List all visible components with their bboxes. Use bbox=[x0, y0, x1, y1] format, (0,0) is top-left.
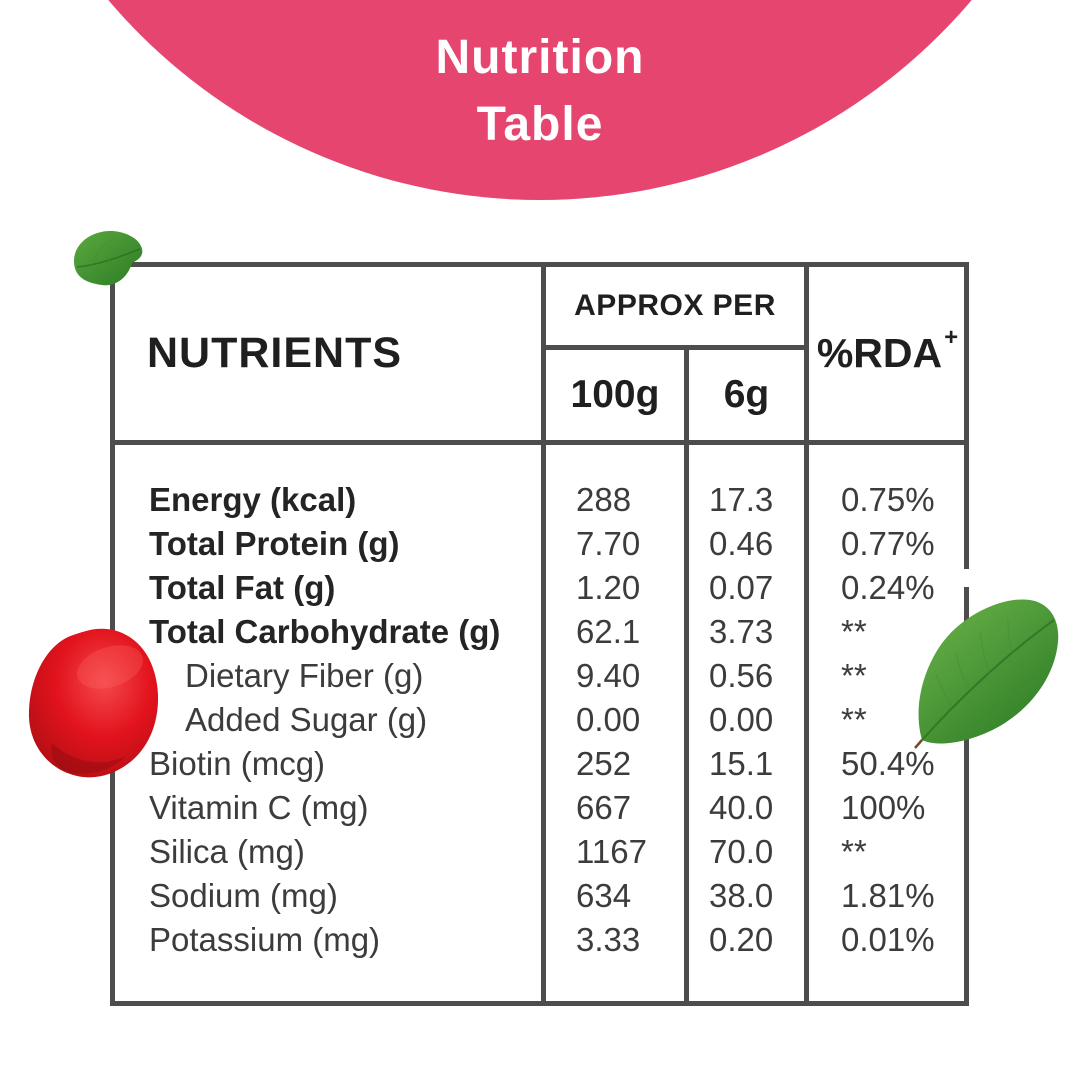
nutrient-label: Silica (mg) bbox=[149, 833, 305, 870]
value-per-100g: 1167 bbox=[576, 833, 647, 870]
leaf-image-top-left bbox=[74, 231, 143, 286]
nutrient-label: Total Protein (g) bbox=[149, 525, 400, 562]
nutrient-label: Sodium (mg) bbox=[149, 877, 338, 914]
value-rda: 0.01% bbox=[841, 921, 935, 958]
value-per-6g: 0.00 bbox=[709, 701, 774, 738]
value-rda: ** bbox=[841, 701, 867, 738]
nutrient-label: Dietary Fiber (g) bbox=[185, 657, 424, 694]
border-gap bbox=[959, 569, 976, 587]
table-row: Biotin (mcg) 252 15.1 50.4% bbox=[115, 742, 964, 786]
header-nutrients: NUTRIENTS bbox=[147, 329, 403, 377]
table-row: Vitamin C (mg) 667 40.0 100% bbox=[115, 786, 964, 830]
value-rda: 0.24% bbox=[841, 569, 935, 606]
value-rda: ** bbox=[841, 833, 867, 870]
value-per-100g: 3.33 bbox=[576, 921, 641, 958]
value-per-100g: 62.1 bbox=[576, 613, 641, 650]
value-per-100g: 252 bbox=[576, 745, 632, 782]
value-per-100g: 288 bbox=[576, 481, 632, 518]
page-title-line2: Table bbox=[476, 98, 604, 151]
value-rda: 1.81% bbox=[841, 877, 935, 914]
table-row: Added Sugar (g) 0.00 0.00 ** bbox=[115, 698, 964, 742]
value-per-6g: 0.07 bbox=[709, 569, 774, 606]
table-row: Dietary Fiber (g) 9.40 0.56 ** bbox=[115, 654, 964, 698]
value-per-6g: 0.56 bbox=[709, 657, 774, 694]
table-body: Energy (kcal) 288 17.3 0.75% Total Prote… bbox=[115, 478, 964, 962]
nutrition-table: NUTRIENTS APPROX PER 100g 6g %RDA + Energ… bbox=[110, 262, 969, 1006]
value-per-100g: 634 bbox=[576, 877, 632, 914]
nutrient-label: Potassium (mg) bbox=[149, 921, 381, 958]
leaf-image-right bbox=[914, 599, 1059, 749]
value-per-6g: 0.46 bbox=[709, 525, 774, 562]
header-per-6g: 6g bbox=[723, 373, 770, 416]
value-per-6g: 17.3 bbox=[709, 481, 774, 518]
nutrient-label: Vitamin C (mg) bbox=[149, 789, 369, 826]
table-row: Energy (kcal) 288 17.3 0.75% bbox=[115, 478, 964, 522]
page-title-line1: Nutrition bbox=[435, 31, 645, 84]
value-rda: 0.75% bbox=[841, 481, 935, 518]
value-rda: 0.77% bbox=[841, 525, 935, 562]
value-per-6g: 70.0 bbox=[709, 833, 774, 870]
rose-petal-image bbox=[28, 628, 159, 778]
header-approx-per: APPROX PER bbox=[574, 289, 776, 322]
value-per-6g: 0.20 bbox=[709, 921, 774, 958]
rda-plus-superscript: + bbox=[944, 323, 959, 351]
value-rda: 100% bbox=[841, 789, 926, 826]
nutrient-label: Total Fat (g) bbox=[149, 569, 336, 606]
table-divider-vertical-2 bbox=[684, 345, 689, 1001]
value-per-100g: 9.40 bbox=[576, 657, 641, 694]
value-per-100g: 0.00 bbox=[576, 701, 641, 738]
value-per-6g: 40.0 bbox=[709, 789, 774, 826]
value-per-100g: 7.70 bbox=[576, 525, 641, 562]
nutrient-label: Energy (kcal) bbox=[149, 481, 357, 518]
nutrient-label: Total Carbohydrate (g) bbox=[149, 613, 501, 650]
table-row: Total Fat (g) 1.20 0.07 0.24% bbox=[115, 566, 964, 610]
table-row: Silica (mg) 1167 70.0 ** bbox=[115, 830, 964, 874]
value-per-6g: 15.1 bbox=[709, 745, 774, 782]
value-per-6g: 3.73 bbox=[709, 613, 774, 650]
header-rda-text: %RDA bbox=[816, 330, 943, 376]
value-rda: ** bbox=[841, 613, 867, 650]
table-divider-vertical-1 bbox=[541, 267, 546, 1001]
page-title: Nutrition Table bbox=[0, 24, 1080, 158]
table-divider-under-approx-per bbox=[541, 345, 809, 350]
table-row: Total Carbohydrate (g) 62.1 3.73 ** bbox=[115, 610, 964, 654]
value-per-100g: 1.20 bbox=[576, 569, 641, 606]
table-row: Total Protein (g) 7.70 0.46 0.77% bbox=[115, 522, 964, 566]
value-rda: 50.4% bbox=[841, 745, 935, 782]
value-rda: ** bbox=[841, 657, 867, 694]
header-rda: %RDA + bbox=[809, 267, 964, 440]
table-row: Potassium (mg) 3.33 0.20 0.01% bbox=[115, 918, 964, 962]
table-divider-vertical-3 bbox=[804, 267, 809, 1001]
nutrient-label: Added Sugar (g) bbox=[185, 701, 428, 738]
header-per-100g: 100g bbox=[570, 373, 660, 416]
table-row: Sodium (mg) 634 38.0 1.81% bbox=[115, 874, 964, 918]
nutrient-label: Biotin (mcg) bbox=[149, 745, 326, 782]
value-per-100g: 667 bbox=[576, 789, 632, 826]
table-divider-header-bottom bbox=[115, 440, 964, 445]
value-per-6g: 38.0 bbox=[709, 877, 774, 914]
